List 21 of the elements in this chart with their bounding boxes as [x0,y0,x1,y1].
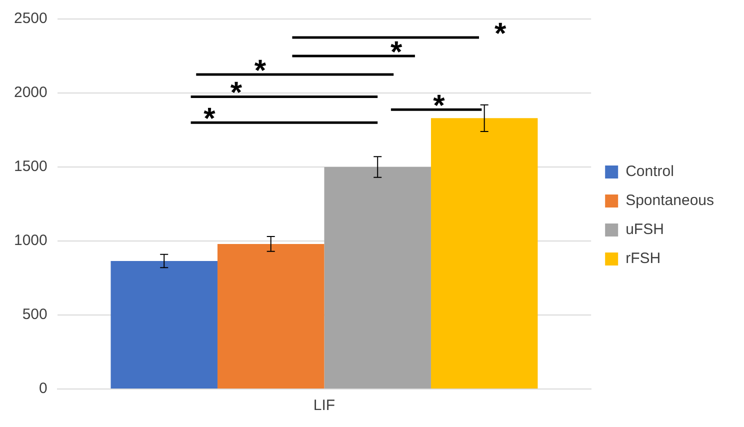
y-tick-label: 1000 [14,232,48,250]
y-tick-label: 2000 [14,84,48,102]
legend-label: rFSH [626,250,661,268]
bar [110,260,218,388]
y-tick-label: 0 [39,380,48,398]
bar [430,118,538,388]
bar [324,167,431,388]
y-tick-label: 1500 [14,158,48,176]
annotation: * [254,54,266,88]
legend-label: uFSH [626,221,664,238]
legend-label: Spontaneous [626,192,714,210]
legend-label: Control [626,163,674,180]
annotation: * [390,36,402,69]
annotation: * [433,90,446,123]
annotation: * [494,18,507,50]
x-tick-label: LIF [313,397,336,414]
annotation: * [204,102,216,136]
bar [217,244,324,388]
annotation: * [230,76,242,110]
y-tick-label: 500 [22,306,48,324]
y-tick-label: 2500 [14,10,48,28]
